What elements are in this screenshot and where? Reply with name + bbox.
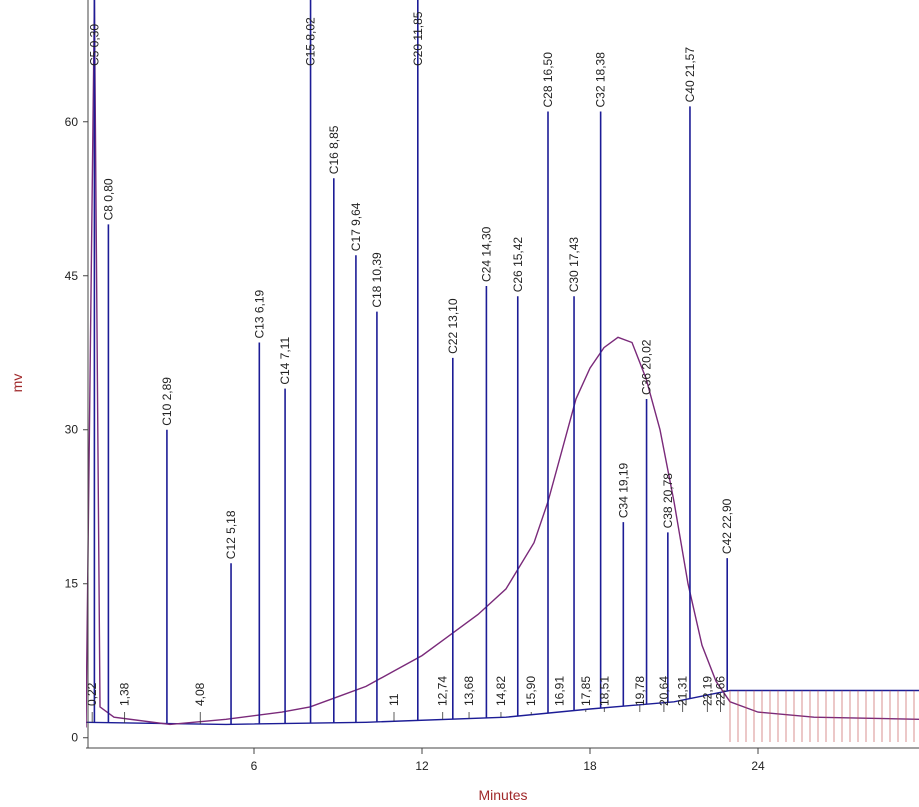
- y-tick-label: 45: [65, 269, 79, 283]
- peak-label: C10 2,89: [160, 377, 174, 426]
- peak-label: C42 22,90: [720, 498, 734, 554]
- marker-label: 12,74: [436, 676, 450, 706]
- peak-label: C22 13,10: [446, 298, 460, 354]
- peak-label: C12 5,18: [224, 510, 238, 559]
- y-tick-label: 60: [65, 115, 79, 129]
- x-tick-label: 18: [583, 759, 597, 773]
- peak-label: C36 20,02: [640, 339, 654, 395]
- peak-label: C16 8,85: [327, 125, 341, 174]
- marker-label: 17,85: [579, 676, 593, 706]
- marker-label: 16,91: [552, 676, 566, 706]
- peak-label: C14 7,11: [278, 337, 292, 385]
- peak-label: C26 15,42: [511, 237, 525, 293]
- peak-label: C17 9,64: [349, 202, 363, 251]
- y-tick-label: 0: [71, 731, 78, 745]
- trace: [86, 689, 919, 726]
- plot-area: [86, 0, 919, 742]
- x-axis-label: Minutes: [478, 787, 527, 803]
- marker-label: 22,66: [713, 676, 727, 706]
- marker-label: 0,22: [85, 682, 99, 706]
- y-axis-label: mv: [9, 374, 25, 393]
- marker-label: 20,64: [657, 676, 671, 706]
- peak-label: C18 10,39: [370, 252, 384, 308]
- peak-label: C24 14,30: [479, 226, 493, 282]
- y-tick-label: 15: [65, 577, 79, 591]
- marker-label: 22,19: [700, 676, 714, 706]
- marker-label: 1,38: [118, 682, 132, 706]
- marker-label: 13,68: [462, 676, 476, 706]
- x-tick-label: 24: [751, 759, 765, 773]
- marker-label: 19,78: [633, 676, 647, 706]
- marker-label: 14,82: [494, 676, 508, 706]
- y-tick-label: 30: [65, 423, 79, 437]
- x-tick-label: 12: [415, 759, 429, 773]
- peak-label: C28 16,50: [541, 52, 555, 108]
- peak-label: C30 17,43: [567, 237, 581, 293]
- marker-label: 15,90: [524, 676, 538, 706]
- x-tick-label: 6: [251, 759, 258, 773]
- trace: [86, 0, 919, 728]
- peak-label: C34 19,19: [616, 462, 630, 518]
- marker-label: 18,51: [597, 676, 611, 706]
- peak-label: C38 20,78: [661, 473, 675, 529]
- peak-label: C13 6,19: [252, 289, 266, 338]
- peak-label: C20 11,85: [411, 11, 425, 66]
- marker-label: 4,08: [193, 682, 207, 706]
- marker-label: 11: [387, 693, 401, 706]
- peak-label: C40 21,57: [683, 47, 697, 103]
- marker-label: 21,31: [676, 676, 690, 706]
- peak-label: C32 18,38: [594, 52, 608, 108]
- peak-label: C5 0,30: [87, 24, 101, 66]
- peak-label: C15 8,02: [304, 17, 318, 66]
- peak-label: C8 0,80: [101, 178, 115, 220]
